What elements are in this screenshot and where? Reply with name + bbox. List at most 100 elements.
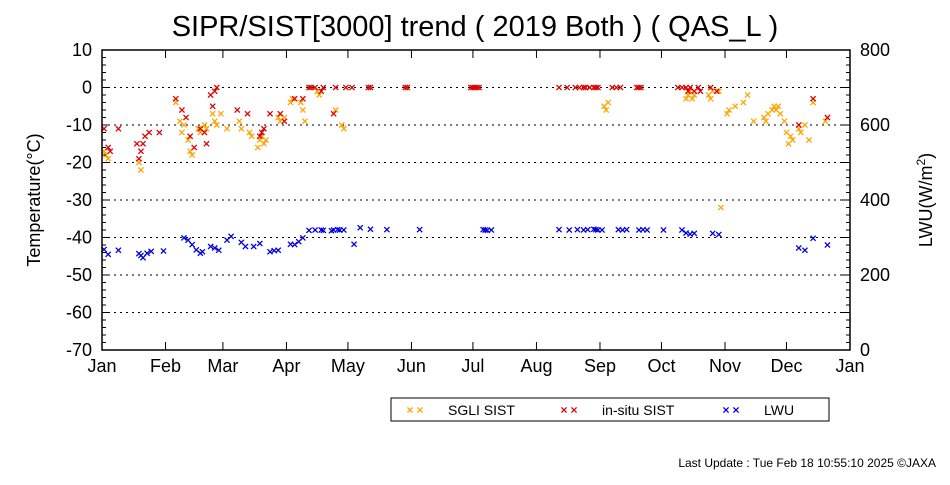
data-point <box>312 84 319 91</box>
data-point <box>105 251 112 258</box>
data-point <box>299 95 306 102</box>
y-tick-label: -20 <box>66 153 92 173</box>
data-point <box>185 136 192 144</box>
data-point <box>617 84 624 91</box>
data-point <box>348 84 356 91</box>
data-point <box>299 234 306 241</box>
data-point <box>580 84 587 91</box>
data-point <box>334 226 341 233</box>
x-tick-label: Mar <box>207 356 238 376</box>
data-point <box>211 88 218 95</box>
data-point <box>275 247 282 254</box>
data-point <box>697 88 704 95</box>
data-point <box>260 125 267 132</box>
data-point <box>695 84 702 91</box>
data-point <box>277 110 284 117</box>
data-point <box>488 226 495 234</box>
data-point <box>810 95 817 102</box>
legend-marker <box>732 406 740 414</box>
data-point <box>717 204 724 211</box>
legend-label: LWU <box>764 402 794 418</box>
grid-lines <box>102 87 850 313</box>
data-point <box>215 247 222 254</box>
axes: 100-10-20-30-40-50-60-708006004002000Jan… <box>66 40 890 376</box>
data-point <box>260 140 267 147</box>
data-point <box>340 125 347 132</box>
footer-last-update: Last Update : Tue Feb 18 10:55:10 2025 ©… <box>678 456 936 470</box>
data-point <box>801 247 808 254</box>
data-point <box>594 84 601 91</box>
data-point <box>234 106 241 114</box>
data-point <box>682 95 690 102</box>
data-point <box>762 118 770 125</box>
data-point <box>305 227 313 234</box>
data-point <box>209 103 216 110</box>
data-point <box>289 95 296 102</box>
data-point <box>246 129 253 136</box>
data-point <box>555 226 563 233</box>
data-point <box>574 226 581 233</box>
data-point <box>824 241 831 249</box>
y2-axis-label-main: LWU(W/m <box>916 166 936 248</box>
data-point <box>707 95 714 102</box>
data-point <box>715 231 722 238</box>
data-point <box>172 95 179 102</box>
data-point <box>217 110 224 117</box>
data-point <box>115 125 122 132</box>
y-axis-label: Temperature(°C) <box>24 133 44 266</box>
data-point <box>332 106 339 114</box>
data-point <box>291 95 298 102</box>
data-point <box>238 125 245 132</box>
y2-tick-label: 0 <box>860 340 870 360</box>
data-point <box>248 133 255 140</box>
data-point <box>189 151 196 159</box>
data-point <box>777 110 784 117</box>
data-point <box>148 248 155 255</box>
y2-axis-label: LWU(W/m2) <box>914 153 936 247</box>
y2-tick-label: 400 <box>860 190 890 210</box>
data-point <box>299 106 306 114</box>
data-point <box>178 129 185 136</box>
data-point <box>416 226 423 233</box>
data-point <box>223 125 231 132</box>
data-point <box>781 118 788 125</box>
data-point <box>144 250 151 257</box>
data-point <box>305 84 313 91</box>
chart-title: SIPR/SIST[3000] trend ( 2019 Both ) ( QA… <box>172 11 779 43</box>
data-point <box>723 110 731 117</box>
data-point <box>342 84 349 91</box>
legend-label: SGLI SIST <box>448 402 515 418</box>
data-point <box>213 84 220 91</box>
data-point <box>810 235 817 242</box>
data-point <box>351 241 358 248</box>
data-point <box>281 118 288 125</box>
y2-tick-label: 800 <box>860 40 890 60</box>
data-point <box>566 226 573 234</box>
data-point <box>726 106 733 114</box>
data-point <box>135 155 142 162</box>
data-point <box>115 247 122 254</box>
data-point <box>357 224 364 231</box>
x-tick-label: Jul <box>461 356 484 376</box>
legend-box <box>390 397 830 422</box>
data-point <box>598 226 606 234</box>
data-point <box>707 84 714 91</box>
data-point <box>211 244 218 252</box>
data-point <box>187 133 194 140</box>
y2-axis-label-end: ) <box>916 153 936 159</box>
y-tick-label: -10 <box>66 115 92 135</box>
data-point <box>320 227 327 234</box>
data-point <box>383 226 390 233</box>
data-point <box>266 110 274 117</box>
data-point <box>682 229 690 237</box>
data-point <box>139 140 147 147</box>
data-point <box>256 133 263 140</box>
data-point <box>805 136 813 144</box>
data-point <box>592 84 599 91</box>
data-point <box>660 226 667 234</box>
x-tick-label: Apr <box>272 356 300 376</box>
data-point <box>180 234 188 241</box>
data-point <box>301 118 308 125</box>
